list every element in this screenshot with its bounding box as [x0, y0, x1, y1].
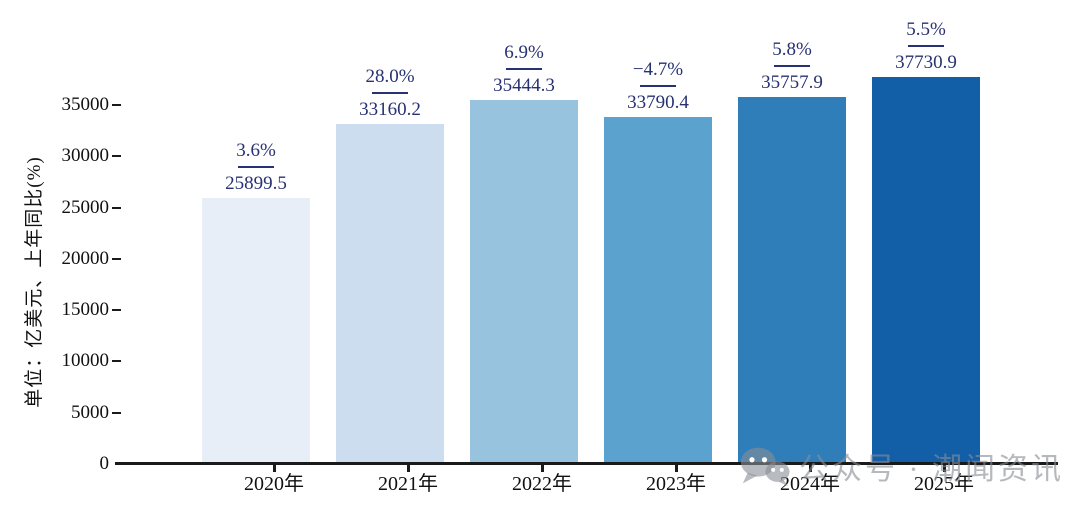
bar-annotation: −4.7% 33790.4: [588, 59, 728, 113]
y-tick-label: 30000: [61, 145, 110, 167]
bar-2024年: [738, 97, 846, 463]
y-tick-label: 5000: [71, 401, 109, 423]
bar-2021年: [336, 123, 444, 463]
x-tick-label: 2023年: [646, 473, 706, 495]
bar-annotation: 3.6% 25899.5: [186, 140, 326, 194]
annotation-divider: [774, 65, 810, 68]
x-tick-label: 2024年: [780, 473, 840, 495]
value-label: 35444.3: [493, 75, 555, 97]
bar-2022年: [470, 100, 578, 463]
annotation-divider: [506, 68, 542, 71]
y-tick-mark: [112, 360, 121, 363]
annotation-divider: [238, 166, 274, 169]
y-tick-mark: [112, 206, 121, 209]
x-tick-label: 2021年: [378, 473, 438, 495]
value-label: 35757.9: [761, 72, 823, 94]
y-tick-mark: [112, 155, 121, 158]
y-tick-label: 35000: [61, 94, 110, 115]
growth-label: 6.9%: [504, 42, 544, 64]
growth-label: −4.7%: [632, 59, 684, 81]
x-tick-label: 2022年: [512, 473, 572, 495]
y-tick-label: 25000: [61, 196, 110, 218]
x-tick-label: 2025年: [914, 473, 974, 495]
bar-2025年: [872, 76, 980, 463]
y-axis-title: 单位：亿美元、上年同比(%): [24, 156, 45, 408]
value-label: 33160.2: [359, 98, 421, 120]
bar-2023年: [604, 117, 712, 463]
x-tick-mark: [407, 465, 410, 472]
y-tick-mark: [112, 411, 121, 414]
bar-2020年: [202, 198, 310, 463]
x-tick-mark: [273, 465, 276, 472]
growth-label: 5.5%: [906, 19, 946, 40]
annotation-divider: [372, 91, 408, 94]
y-tick-label: 20000: [61, 247, 110, 269]
bar-annotation: 6.9% 35444.3: [454, 42, 594, 96]
x-tick-mark: [675, 465, 678, 472]
x-tick-mark: [809, 465, 812, 472]
growth-label: 3.6%: [236, 140, 276, 162]
y-tick-mark: [112, 309, 121, 312]
x-tick-label: 2020年: [244, 473, 304, 495]
x-axis-line: [115, 462, 1058, 465]
value-label: 33790.4: [627, 92, 689, 114]
y-tick-mark: [112, 104, 121, 106]
annotation-divider: [640, 85, 676, 88]
value-label: 37730.9: [895, 52, 957, 73]
bar-annotation: 5.5% 37730.9: [856, 19, 996, 73]
annotation-divider: [908, 45, 944, 47]
value-label: 25899.5: [225, 173, 287, 195]
growth-label: 28.0%: [365, 65, 415, 87]
bar-annotation: 5.8% 35757.9: [722, 39, 862, 93]
growth-label: 5.8%: [772, 39, 812, 61]
y-tick-label: 15000: [61, 299, 110, 321]
x-tick-mark: [943, 465, 946, 472]
x-tick-mark: [541, 465, 544, 472]
y-tick-label: 10000: [61, 350, 110, 372]
bar-annotation: 28.0% 33160.2: [320, 66, 460, 120]
y-tick-label: 0: [99, 453, 110, 474]
y-tick-mark: [112, 257, 121, 260]
